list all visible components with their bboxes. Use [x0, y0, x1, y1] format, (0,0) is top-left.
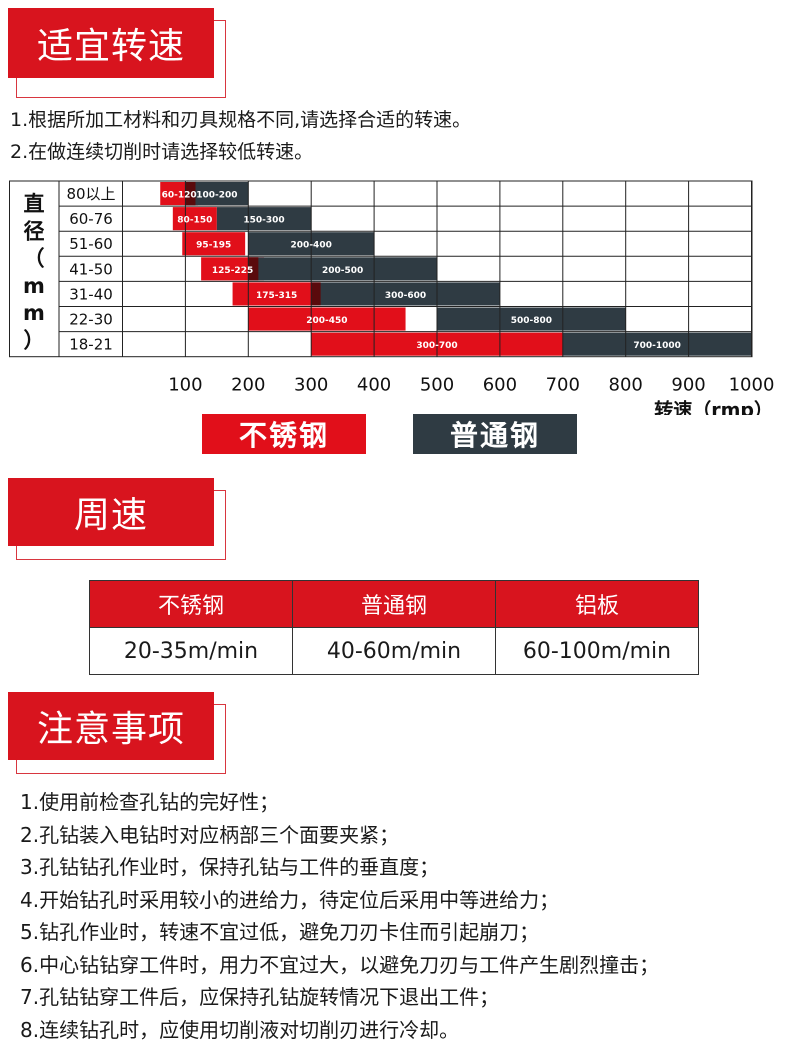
bar-label: 100-200 — [196, 191, 237, 201]
intro-text: 1.根据所加工材料和刃具规格不同,请选择合适的转速。 2.在做连续切削时请选择较… — [10, 104, 471, 168]
x-tick-label: 100 — [168, 375, 202, 396]
section-title-surface-speed-label: 周速 — [8, 478, 214, 546]
section-title-speed: 适宜转速 — [8, 8, 228, 98]
section-title-notes: 注意事项 — [8, 692, 228, 777]
category-label: 22-30 — [69, 311, 113, 329]
bar-stainless-4 — [232, 282, 321, 306]
bar-regular-1 — [216, 207, 312, 231]
y-axis-label-char: ） — [24, 328, 45, 352]
x-tick-label: 500 — [420, 375, 454, 396]
y-axis-label-char: m — [23, 274, 45, 298]
category-label: 41-50 — [69, 260, 113, 278]
x-tick-label: 200 — [231, 375, 265, 396]
bar-label: 200-450 — [306, 316, 347, 326]
category-label: 60-76 — [69, 210, 113, 228]
bar-label: 175-315 — [256, 291, 297, 301]
x-tick-label: 300 — [294, 375, 328, 396]
bar-regular-3 — [248, 257, 437, 281]
y-axis-label-char: 直 — [24, 192, 45, 216]
overlap-mark-3 — [248, 257, 259, 281]
section-title-notes-label: 注意事项 — [8, 692, 214, 760]
overlap-mark-0 — [185, 182, 196, 206]
y-axis-label-char: 径 — [24, 219, 45, 243]
bar-label: 125-225 — [212, 266, 253, 276]
header-regular: 普通钢 — [292, 580, 496, 628]
table-header-row: 不锈钢 普通钢 铝板 — [89, 580, 699, 628]
list-item: 8.连续钻孔时，应使用切削液对切削刃进行冷却。 — [20, 1017, 460, 1042]
bar-regular-5 — [437, 307, 626, 331]
x-tick-label: 800 — [609, 375, 643, 396]
overlap-mark-4 — [311, 282, 321, 306]
x-tick-label: 600 — [483, 375, 517, 396]
bar-label: 200-500 — [322, 266, 363, 276]
value-aluminum: 60-100m/min — [495, 627, 699, 675]
bar-regular-0 — [185, 182, 249, 206]
surface-speed-table: 不锈钢 普通钢 铝板 20-35m/min 40-60m/min 60-100m… — [89, 580, 699, 675]
value-regular: 40-60m/min — [292, 627, 496, 675]
bar-regular-4 — [311, 282, 500, 306]
list-item: 2.孔钻装入电钻时对应柄部三个面要夹紧； — [20, 822, 400, 847]
bar-label: 60-120 — [162, 191, 197, 201]
list-item: 7.孔钻钻穿工件后，应保持孔钻旋转情况下退出工件； — [20, 985, 500, 1009]
list-item: 6.中心钻钻穿工件时，用力不宜过大，以避免刀刃与工件产生剧烈撞击； — [20, 952, 660, 977]
section-title-surface-speed: 周速 — [8, 478, 228, 563]
value-stainless: 20-35m/min — [89, 627, 293, 675]
bar-stainless-2 — [182, 232, 246, 256]
bar-label: 80-150 — [177, 216, 212, 226]
y-axis-label-char: m — [23, 301, 45, 325]
x-axis-label: 转速（rmp） — [654, 399, 773, 415]
category-label: 80以上 — [66, 185, 115, 203]
bar-regular-6 — [562, 332, 752, 356]
category-label: 31-40 — [69, 285, 113, 303]
intro-line-2: 2.在做连续切削时请选择较低转速。 — [10, 141, 314, 163]
category-label: 51-60 — [69, 235, 113, 253]
header-aluminum: 铝板 — [495, 580, 699, 628]
bar-label: 150-300 — [243, 216, 284, 226]
x-tick-label: 1000 — [729, 375, 775, 396]
list-item: 1.使用前检查孔钻的完好性； — [20, 790, 280, 814]
y-axis-label-char: （ — [24, 247, 45, 271]
bar-label: 300-600 — [385, 291, 426, 301]
legend-stainless: 不锈钢 — [202, 414, 366, 454]
notes-list: 1.使用前检查孔钻的完好性； 2.孔钻装入电钻时对应柄部三个面要夹紧； 3.孔钻… — [20, 786, 659, 1046]
section-title-speed-label: 适宜转速 — [8, 8, 214, 78]
header-stainless: 不锈钢 — [89, 580, 293, 628]
category-label: 18-21 — [69, 336, 113, 354]
list-item: 3.孔钻钻孔作业时，保持孔钻与工件的垂直度； — [20, 855, 440, 879]
x-tick-label: 900 — [671, 375, 705, 396]
table-row: 20-35m/min 40-60m/min 60-100m/min — [89, 627, 699, 675]
x-tick-label: 700 — [546, 375, 580, 396]
list-item: 4.开始钻孔时采用较小的进给力，待定位后采用中等进给力； — [20, 887, 560, 912]
x-tick-label: 400 — [357, 375, 391, 396]
intro-line-1: 1.根据所加工材料和刃具规格不同,请选择合适的转速。 — [10, 109, 472, 131]
speed-range-chart: 80以上 60-76 51-60 41-50 31-40 22-30 18-21 直径 （ mm ）… — [9, 180, 775, 415]
bar-label: 700-1000 — [633, 341, 681, 351]
bar-label: 300-700 — [416, 341, 457, 351]
legend-regular: 普通钢 — [413, 414, 577, 454]
bar-stainless-5 — [248, 307, 406, 331]
list-item: 5.钻孔作业时，转速不宜过低，避免刀刃卡住而引起崩刀； — [20, 920, 540, 944]
bar-label: 95-195 — [196, 241, 231, 251]
bar-stainless-1 — [172, 207, 217, 231]
bar-label: 500-800 — [511, 316, 552, 326]
bar-label: 200-400 — [291, 241, 332, 251]
